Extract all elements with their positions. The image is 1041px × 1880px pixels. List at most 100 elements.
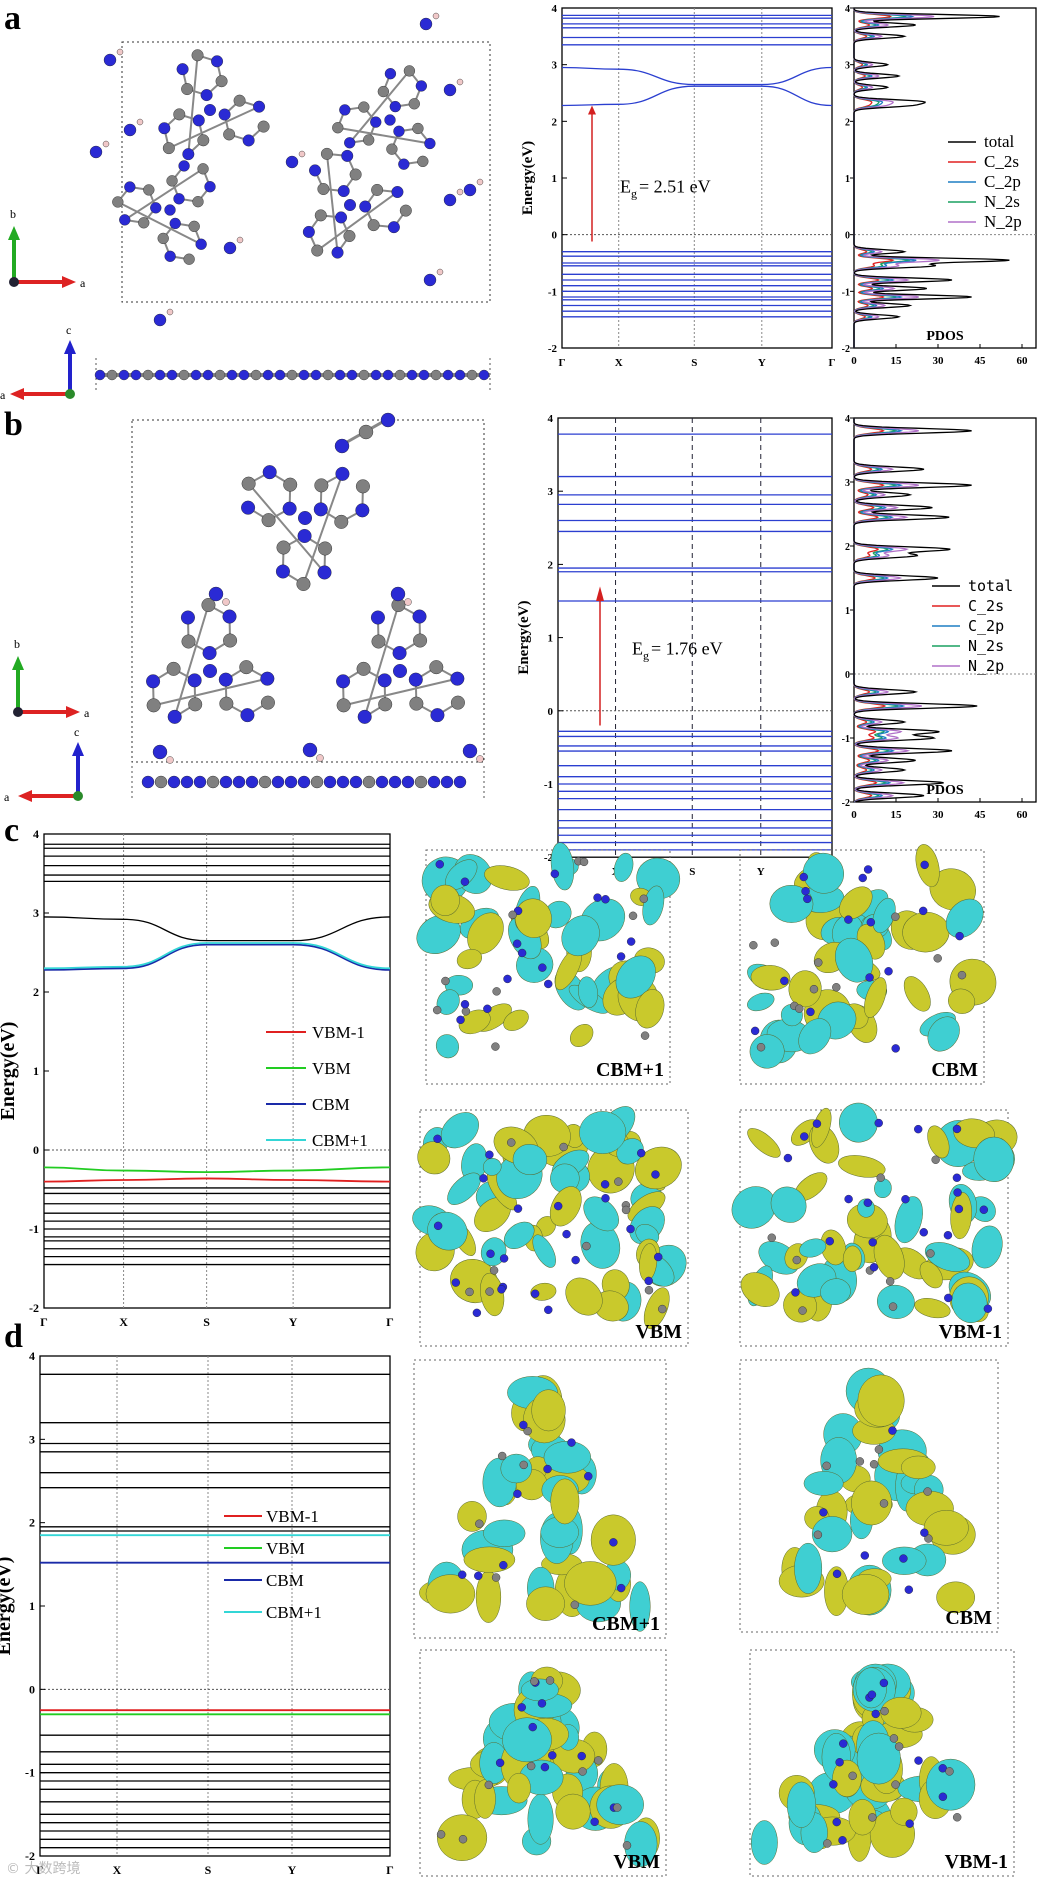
atom-N	[337, 185, 350, 198]
atom-N	[954, 1204, 964, 1214]
atom-N	[180, 775, 194, 789]
atom-N	[435, 860, 444, 869]
panel-letter-d: d	[4, 1318, 23, 1355]
atom-N	[334, 438, 350, 454]
atom-N	[562, 1229, 571, 1239]
atom-N	[918, 906, 928, 916]
legend-label: C_2s	[968, 597, 1004, 615]
atom-C	[814, 958, 823, 967]
atom-N	[503, 974, 512, 984]
pdos-frame	[853, 417, 1037, 803]
atom-N	[829, 1780, 838, 1789]
atom-C	[430, 369, 442, 381]
atom-C	[798, 1306, 807, 1315]
atom-N	[825, 1236, 834, 1246]
atom-N	[153, 313, 167, 327]
atom-N	[806, 1007, 815, 1017]
atom-N	[302, 225, 315, 238]
atom-N	[169, 217, 181, 230]
atom-C	[492, 987, 501, 996]
orbital-lobe	[740, 1272, 780, 1307]
y-tick-label: 4	[33, 827, 39, 841]
pdos-x-tick-label: 15	[891, 355, 903, 367]
k-point-label: Y	[288, 1863, 297, 1877]
atom-N	[485, 1150, 494, 1159]
atom-N	[600, 1180, 610, 1189]
band-series-vbm-1	[43, 1177, 391, 1183]
pdos-curve-c2p	[853, 418, 906, 803]
atom-N	[380, 412, 396, 428]
atom-N	[914, 1124, 923, 1134]
atom-C	[614, 1177, 623, 1186]
y-tick-label: 1	[548, 633, 554, 645]
orbital-frame	[419, 1649, 667, 1877]
pdos-y-tick-label: 3	[845, 478, 850, 489]
atom-C	[239, 660, 254, 675]
orbital-lobe	[857, 1374, 905, 1427]
atom-C	[822, 1461, 831, 1471]
bond	[124, 167, 204, 221]
orbital-lobe	[483, 1519, 526, 1547]
bond	[343, 677, 458, 707]
orbital-lobe	[927, 1125, 950, 1159]
atom-N	[454, 369, 466, 381]
atom-C	[417, 155, 429, 167]
atom-C	[945, 1767, 954, 1776]
atom-N	[297, 528, 312, 543]
atom-N	[474, 1571, 483, 1581]
atom-N	[384, 114, 396, 126]
atom-N	[223, 241, 237, 255]
k-point-label: Γ	[36, 1863, 44, 1877]
atom-N	[339, 104, 351, 116]
atom-C	[258, 775, 272, 789]
gap-label-e: E	[632, 639, 643, 659]
orbital-lobe	[855, 1667, 887, 1709]
orbital-lobe	[634, 1146, 682, 1190]
atom-N	[178, 160, 190, 172]
atom-N	[609, 1538, 618, 1547]
atom-C	[879, 1499, 889, 1508]
atom-N	[517, 1703, 526, 1712]
atom-C	[166, 661, 181, 676]
atom-N	[219, 775, 233, 789]
orbital-lobe	[565, 1277, 603, 1316]
atom-N	[218, 672, 233, 687]
atom-N	[389, 100, 401, 113]
atom-N	[590, 1817, 599, 1827]
atom-C	[399, 204, 412, 217]
y-tick-label: 2	[33, 985, 39, 999]
atom-C	[523, 1426, 532, 1436]
atom-N	[218, 108, 231, 121]
atom-C	[855, 1457, 865, 1466]
pdos-x-tick-label: 60	[1017, 809, 1029, 821]
pdos-curve-n2p	[853, 418, 922, 803]
gap-label-value: = 1.76 eV	[651, 639, 723, 659]
atom-N	[118, 369, 130, 381]
axis-triad-b-side: c a	[4, 725, 84, 804]
atom-C	[876, 1173, 885, 1182]
orbital-lobe	[642, 885, 665, 926]
atom-N	[150, 202, 162, 214]
atom-C	[832, 983, 841, 992]
pdos-y-tick-label: -1	[842, 287, 850, 298]
orbital-box: VBM	[419, 1649, 667, 1877]
orbital-lobe	[890, 1797, 918, 1826]
atom-N	[943, 1231, 953, 1240]
atom-N	[803, 894, 812, 904]
atom-C	[173, 108, 186, 121]
atom-C	[485, 1287, 494, 1296]
atom-C	[461, 1007, 471, 1016]
orbital-lobe	[635, 989, 665, 1029]
atom-N	[844, 1194, 853, 1204]
orbital-lobe	[629, 1581, 651, 1632]
orbital-box: CBM+1	[413, 1359, 667, 1639]
atom-N	[888, 1426, 897, 1435]
watermark: © 大数跨境	[6, 1861, 81, 1877]
orbital-lobe	[427, 1211, 468, 1251]
orbital-lobe	[927, 1016, 960, 1052]
pdos-curve-n2s	[853, 418, 900, 803]
atom-N	[901, 1195, 910, 1204]
atom-C	[362, 775, 376, 789]
atom-N	[94, 369, 106, 381]
atom-N	[517, 948, 527, 958]
